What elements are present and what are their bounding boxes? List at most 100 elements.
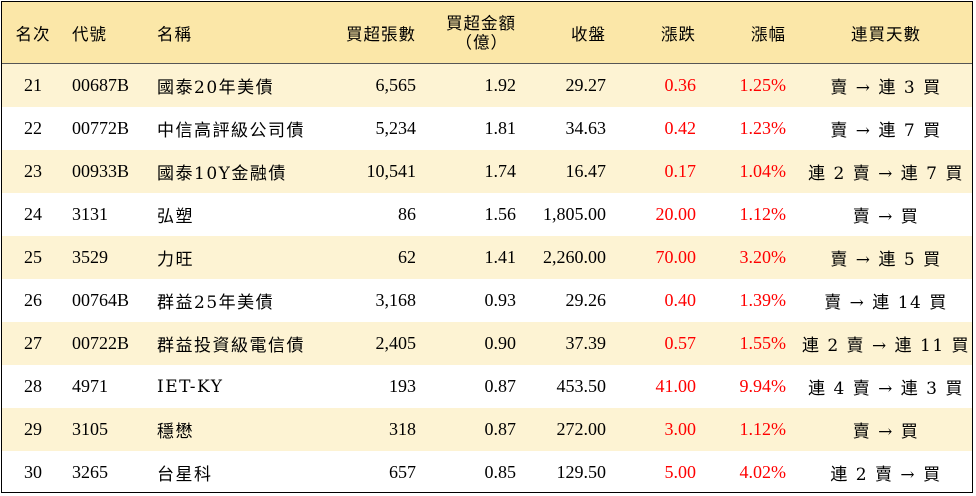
cell-consecutive-days: 賣 → 買 — [852, 207, 920, 227]
table-row: 21 00687B 國泰20年美債 6,565 1.92 29.27 0.36 1.25% 賣 … — [2, 64, 972, 107]
cell-consecutive-days: 賣 → 連 3 買 — [830, 78, 942, 98]
header-net-buy-amount: 買超金額 （億） — [422, 2, 516, 63]
table-row: 23 00933B 國泰10Y金融債 10,541 1.74 16.47 0.17 1.04%… — [2, 150, 972, 193]
cell-net-buy-amount: 0.87 — [484, 419, 517, 439]
cell-net-buy-lots: 2,405 — [375, 333, 417, 353]
cell-change-pct: 1.12% — [739, 204, 787, 224]
cell-name: 群益25年美債 — [157, 293, 275, 313]
cell-change: 70.00 — [655, 247, 697, 267]
header-close: 收盤 — [571, 24, 606, 44]
cell-change-pct: 1.25% — [739, 75, 787, 95]
cell-close: 29.27 — [565, 75, 607, 95]
cell-change: 0.40 — [664, 290, 697, 310]
cell-name: 群益投資級電信債 — [157, 336, 305, 356]
cell-change-pct: 1.04% — [739, 161, 787, 181]
cell-rank: 24 — [24, 204, 42, 224]
cell-change-pct: 9.94% — [739, 376, 787, 396]
cell-code: 3529 — [72, 247, 108, 267]
cell-change-pct: 1.39% — [739, 290, 787, 310]
table-row: 30 3265 台星科 657 0.85 129.50 5.00 4.02% 連 2 賣 → 買 — [2, 451, 972, 492]
cell-net-buy-amount: 1.56 — [484, 204, 517, 224]
cell-name: 弘塑 — [157, 207, 194, 227]
cell-close: 272.00 — [556, 419, 607, 439]
cell-rank: 22 — [24, 118, 42, 138]
cell-consecutive-days: 連 2 賣 → 連 11 買 — [801, 336, 971, 356]
cell-net-buy-lots: 3,168 — [375, 290, 417, 310]
cell-name: 穩懋 — [157, 422, 194, 442]
cell-net-buy-lots: 193 — [389, 376, 416, 396]
header-net-buy-amount-label: 買超金額 — [446, 13, 516, 33]
cell-net-buy-lots: 318 — [389, 419, 416, 439]
table-row: 25 3529 力旺 62 1.41 2,260.00 70.00 3.20% 賣 → 連 5 … — [2, 236, 972, 279]
cell-change: 0.42 — [664, 118, 697, 138]
cell-consecutive-days: 賣 → 連 5 買 — [830, 250, 942, 270]
cell-code: 00722B — [72, 333, 130, 353]
cell-close: 129.50 — [556, 462, 607, 482]
cell-rank: 28 — [24, 376, 42, 396]
cell-net-buy-lots: 86 — [398, 204, 416, 224]
header-consecutive-days: 連買天數 — [851, 24, 921, 44]
header-net-buy-lots: 買超張數 — [346, 24, 416, 44]
header-net-buy-amount-unit: （億） — [455, 32, 508, 52]
cell-net-buy-amount: 0.93 — [484, 290, 517, 310]
cell-name: 力旺 — [157, 250, 194, 270]
cell-net-buy-amount: 0.90 — [484, 333, 517, 353]
table-row: 28 4971 IET-KY 193 0.87 453.50 41.00 9.94% 連 4 賣… — [2, 365, 972, 408]
cell-change-pct: 4.02% — [739, 462, 787, 482]
cell-net-buy-amount: 1.92 — [484, 75, 517, 95]
cell-name: 國泰20年美債 — [157, 78, 275, 98]
cell-code: 3105 — [72, 419, 108, 439]
header-change-pct: 漲幅 — [751, 24, 786, 44]
table-header: 名次 代號 名稱 買超張數 買超金額 （億） 收盤 漲跌 漲幅 連買天數 — [2, 2, 972, 64]
cell-code: 3131 — [72, 204, 108, 224]
header-change: 漲跌 — [661, 24, 696, 44]
cell-change: 0.57 — [664, 333, 697, 353]
cell-change: 0.36 — [664, 75, 697, 95]
cell-close: 29.26 — [565, 290, 607, 310]
header-rank: 名次 — [15, 24, 51, 44]
cell-consecutive-days: 賣 → 連 7 買 — [830, 121, 942, 141]
cell-net-buy-amount: 1.81 — [484, 118, 517, 138]
cell-close: 2,260.00 — [543, 247, 606, 267]
table-row: 22 00772B 中信高評級公司債 5,234 1.81 34.63 0.42 1.23% 賣… — [2, 107, 972, 150]
cell-code: 00772B — [72, 118, 130, 138]
cell-net-buy-amount: 0.87 — [484, 376, 517, 396]
table-body: 21 00687B 國泰20年美債 6,565 1.92 29.27 0.36 1.25% 賣 … — [2, 64, 972, 492]
cell-rank: 26 — [24, 290, 42, 310]
cell-name: 中信高評級公司債 — [157, 121, 305, 141]
cell-change: 3.00 — [664, 419, 697, 439]
table-row: 24 3131 弘塑 86 1.56 1,805.00 20.00 1.12% 賣 → 買 — [2, 193, 972, 236]
cell-code: 00933B — [72, 161, 130, 181]
cell-rank: 23 — [24, 161, 42, 181]
cell-name: IET-KY — [157, 376, 224, 397]
cell-net-buy-amount: 0.85 — [484, 462, 517, 482]
cell-rank: 30 — [24, 462, 42, 482]
cell-change: 0.17 — [664, 161, 697, 181]
cell-consecutive-days: 賣 → 買 — [852, 422, 920, 442]
cell-close: 16.47 — [565, 161, 607, 181]
cell-net-buy-lots: 62 — [398, 247, 416, 267]
cell-change: 20.00 — [655, 204, 697, 224]
cell-close: 37.39 — [565, 333, 607, 353]
cell-name: 台星科 — [157, 465, 213, 485]
cell-consecutive-days: 連 2 賣 → 買 — [830, 465, 942, 485]
cell-consecutive-days: 連 4 賣 → 連 3 買 — [808, 379, 964, 399]
cell-rank: 25 — [24, 247, 42, 267]
cell-change: 41.00 — [655, 376, 697, 396]
cell-code: 4971 — [72, 376, 108, 396]
cell-net-buy-amount: 1.41 — [484, 247, 517, 267]
cell-net-buy-lots: 6,565 — [375, 75, 417, 95]
cell-code: 00764B — [72, 290, 130, 310]
table-row: 26 00764B 群益25年美債 3,168 0.93 29.26 0.40 1.39% 賣 … — [2, 279, 972, 322]
cell-net-buy-lots: 5,234 — [375, 118, 417, 138]
cell-change: 5.00 — [664, 462, 697, 482]
cell-name: 國泰10Y金融債 — [157, 164, 287, 184]
cell-close: 34.63 — [565, 118, 607, 138]
cell-change-pct: 1.12% — [739, 419, 787, 439]
cell-net-buy-amount: 1.74 — [484, 161, 517, 181]
cell-consecutive-days: 賣 → 連 14 買 — [824, 293, 948, 313]
cell-rank: 21 — [24, 75, 42, 95]
cell-code: 00687B — [72, 75, 130, 95]
cell-close: 1,805.00 — [543, 204, 606, 224]
